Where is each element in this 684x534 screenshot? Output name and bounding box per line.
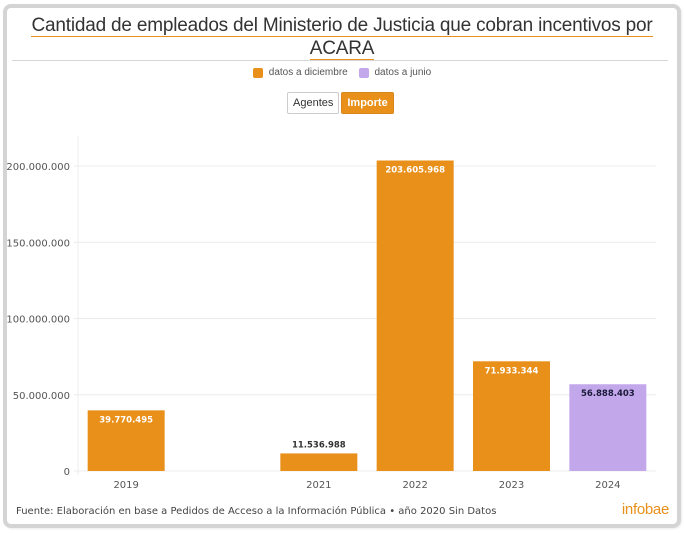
bar-2023[interactable] xyxy=(473,361,550,471)
chart-title-text: Cantidad de empleados del Ministerio de … xyxy=(31,15,653,60)
data-label-2022: 203.605.968 xyxy=(385,166,445,176)
legend-label-junio: datos a junio xyxy=(374,67,432,78)
source-note: Fuente: Elaboración en base a Pedidos de… xyxy=(16,506,497,517)
bars: 39.770.495 11.536.988 203.605.968 71.933.34… xyxy=(87,160,647,471)
y-axis: 0 50.000.000 100.000.000 150.000.000 200.000… xyxy=(6,162,70,478)
y-tick-label: 50.000.000 xyxy=(13,391,70,402)
title-divider xyxy=(12,60,668,61)
metric-toggle: Agentes Importe xyxy=(287,92,394,114)
agentes-button[interactable]: Agentes xyxy=(287,92,340,114)
legend-item-diciembre[interactable]: datos a diciembre xyxy=(252,66,348,80)
chart-title: Cantidad de empleados del Ministerio de … xyxy=(0,14,684,60)
x-tick-label: 2019 xyxy=(113,480,138,491)
x-tick-label: 2022 xyxy=(402,480,427,491)
infobae-logo[interactable]: infobae xyxy=(621,501,669,518)
data-label-2021: 11.536.988 xyxy=(292,440,346,450)
x-tick-label: 2024 xyxy=(595,480,620,491)
legend-label-diciembre: datos a diciembre xyxy=(268,67,348,78)
y-tick-label: 150.000.000 xyxy=(6,238,70,249)
legend: datos a diciembre datos a junio xyxy=(0,66,684,83)
y-tick-label: 100.000.000 xyxy=(6,315,70,326)
legend-swatch-junio xyxy=(358,68,369,78)
importe-button[interactable]: Importe xyxy=(341,92,394,114)
data-label-2024: 56.888.403 xyxy=(581,389,635,399)
data-label-2019: 39.770.495 xyxy=(99,415,153,425)
bar-2021[interactable] xyxy=(280,453,358,471)
y-tick-label: 200.000.000 xyxy=(6,162,70,173)
x-tick-label: 2023 xyxy=(499,480,524,491)
bar-2022[interactable] xyxy=(376,160,454,471)
x-tick-label: 2021 xyxy=(306,480,331,491)
y-tick-label: 0 xyxy=(64,467,70,478)
gridlines xyxy=(74,136,656,475)
legend-item-junio[interactable]: datos a junio xyxy=(358,66,432,80)
bar-2024[interactable] xyxy=(569,384,647,471)
bar-2019[interactable] xyxy=(87,410,165,471)
legend-swatch-diciembre xyxy=(252,68,263,78)
data-label-2023: 71.933.344 xyxy=(485,366,539,376)
x-axis: 2019 2021 2022 2023 2024 xyxy=(113,480,620,491)
